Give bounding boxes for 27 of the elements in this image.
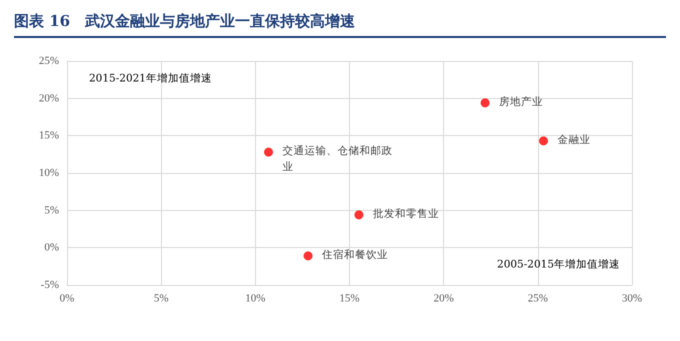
point: [354, 210, 364, 220]
y-tick-label: -5%: [40, 279, 59, 291]
y-tick-label: 10%: [38, 167, 59, 179]
x-tick-label: 30%: [622, 292, 642, 304]
x-tick-label: 20%: [434, 292, 454, 304]
y-tick-label: 15%: [38, 130, 59, 142]
y-tick-label: 25%: [38, 55, 59, 67]
annotation: 批发和零售业: [372, 206, 439, 220]
x-axis-title: 2005-2015年增加值增速: [497, 258, 620, 270]
y-tick-label: 5%: [44, 204, 59, 216]
y-tick-label: 20%: [38, 92, 59, 104]
annotation: 交通运输、仓储和邮政业: [282, 144, 393, 174]
y-axis-title: 2015-2021年增加值增速: [89, 72, 212, 84]
x-tick-label: 25%: [528, 292, 548, 304]
x-tick-label: 10%: [245, 292, 266, 304]
x-tick-label: 5%: [154, 292, 169, 304]
x-tick-label: 15%: [339, 292, 360, 304]
annotation: 房地产业: [499, 94, 544, 108]
chart-title: 图表 16 武汉金融业与房地产业一直保持较高增速: [14, 12, 666, 38]
annotation: 住宿和餐饮业: [322, 248, 388, 261]
point: [264, 148, 274, 157]
x-tick-label: 0%: [60, 292, 74, 304]
point: [304, 251, 313, 260]
point: [480, 98, 490, 108]
y-tick-label: 0%: [44, 242, 59, 254]
point: [538, 136, 548, 146]
annotation: 金融业: [557, 132, 590, 146]
